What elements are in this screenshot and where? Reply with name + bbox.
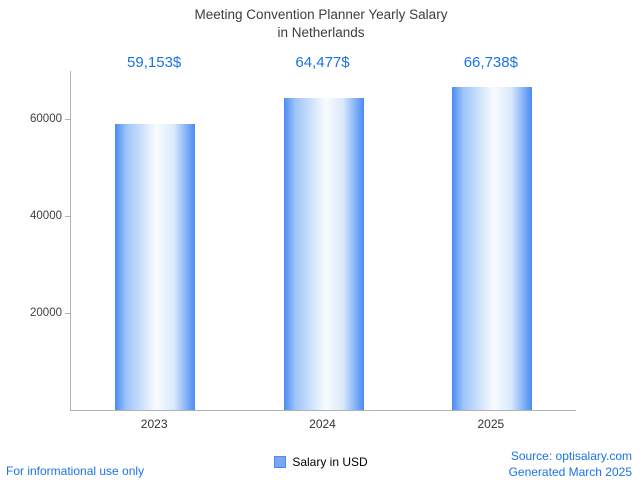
y-axis-tick-label: 60000	[30, 113, 62, 126]
y-axis-tick	[65, 119, 71, 121]
chart-title-line1: Meeting Convention Planner Yearly Salary	[194, 7, 448, 22]
y-axis-tick	[65, 313, 71, 315]
x-axis-label: 2024	[309, 417, 336, 431]
bar-value-label: 59,153$	[127, 54, 182, 71]
bar-value-label: 66,738$	[463, 54, 518, 71]
x-axis-labels-layer: 2023 2024 2025	[70, 417, 575, 433]
salary-bar-2023	[115, 123, 196, 410]
x-axis-label: 2023	[140, 417, 168, 431]
y-axis-tick-label: 40000	[30, 210, 62, 223]
source-link[interactable]: Source: optisalary.com	[510, 448, 632, 463]
chart-title-line2: in Netherlands	[277, 24, 365, 40]
plot-area: 20000 40000 60000	[30, 71, 576, 411]
x-axis-label: 2025	[477, 417, 505, 431]
salary-bar-2025	[451, 86, 532, 410]
bar-value-label: 64,477$	[295, 54, 350, 71]
y-axis-tick-label: 20000	[30, 307, 62, 320]
chart-title: Meeting Convention Planner Yearly Salary…	[0, 6, 642, 41]
salary-bar-2024	[283, 97, 364, 410]
source-info[interactable]: Source: optisalary.com Generated March 2…	[509, 448, 632, 480]
bar-value-labels-layer: 59,153$ 64,477$ 66,738$	[70, 54, 575, 74]
legend-swatch-icon	[274, 456, 287, 468]
legend: Salary in USD	[0, 455, 642, 469]
y-axis-tick	[65, 216, 71, 218]
disclaimer-text: For informational use only	[6, 464, 145, 478]
legend-label: Salary in USD	[292, 455, 368, 469]
generated-date: Generated March 2025	[508, 464, 632, 479]
